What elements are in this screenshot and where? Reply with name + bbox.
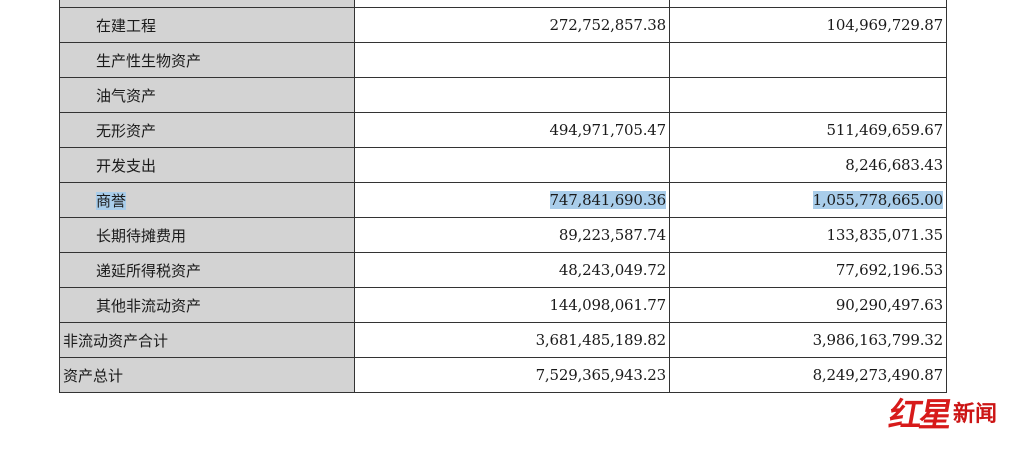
red-star-news-watermark: 红星 新闻 [886, 388, 998, 436]
table-row-other-non-current-assets: 其他非流动资产 144,098,061.77 90,290,497.63 [59, 287, 947, 323]
row-label: 非流动资产合计 [59, 322, 355, 358]
row-label: 长期待摊费用 [59, 217, 355, 253]
table-row-oil-gas-assets: 油气资产 [59, 77, 947, 113]
current-period-value [354, 0, 670, 8]
table-row-intangible-assets: 无形资产 494,971,705.47 511,469,659.67 [59, 112, 947, 148]
current-period-value: 144,098,061.77 [354, 287, 670, 323]
current-period-value: 89,223,587.74 [354, 217, 670, 253]
table-row-biological-assets: 生产性生物资产 [59, 42, 947, 78]
row-label: 商誉 [59, 182, 355, 218]
current-period-value: 7,529,365,943.23 [354, 357, 670, 393]
prior-period-value [669, 42, 947, 78]
text-selection-highlight: 1,055,778,665.00 [812, 191, 943, 209]
prior-period-value: 8,246,683.43 [669, 147, 947, 183]
table-row-construction-in-progress: 在建工程 272,752,857.38 104,969,729.87 [59, 7, 947, 43]
prior-period-value: 3,986,163,799.32 [669, 322, 947, 358]
table-row-long-term-prepaid-expenses: 长期待摊费用 89,223,587.74 133,835,071.35 [59, 217, 947, 253]
prior-period-value: 104,969,729.87 [669, 7, 947, 43]
table-row-goodwill: 商誉 747,841,690.36 1,055,778,665.00 [59, 182, 947, 218]
balance-sheet-table: 在建工程 272,752,857.38 104,969,729.87 生产性生物… [59, 0, 947, 393]
row-label: 资产总计 [59, 357, 355, 393]
row-label: 其他非流动资产 [59, 287, 355, 323]
current-period-value [354, 77, 670, 113]
row-label: 无形资产 [59, 112, 355, 148]
prior-period-value: 511,469,659.67 [669, 112, 947, 148]
row-label: 开发支出 [59, 147, 355, 183]
text-selection-highlight: 商誉 [96, 191, 127, 210]
prior-period-value [669, 0, 947, 8]
current-period-value: 747,841,690.36 [354, 182, 670, 218]
row-label: 油气资产 [59, 77, 355, 113]
table-row-development-expenditure: 开发支出 8,246,683.43 [59, 147, 947, 183]
table-row-deferred-tax-assets: 递延所得税资产 48,243,049.72 77,692,196.53 [59, 252, 947, 288]
current-period-value: 3,681,485,189.82 [354, 322, 670, 358]
prior-period-value: 8,249,273,490.87 [669, 357, 947, 393]
prior-period-value [669, 77, 947, 113]
row-label [59, 0, 355, 8]
current-period-value [354, 42, 670, 78]
row-label: 生产性生物资产 [59, 42, 355, 78]
watermark-logo: 红星 [886, 395, 953, 434]
current-period-value: 272,752,857.38 [354, 7, 670, 43]
current-period-value: 494,971,705.47 [354, 112, 670, 148]
prior-period-value: 90,290,497.63 [669, 287, 947, 323]
watermark-text: 新闻 [953, 401, 998, 427]
prior-period-value: 133,835,071.35 [669, 217, 947, 253]
table-row-total-assets: 资产总计 7,529,365,943.23 8,249,273,490.87 [59, 357, 947, 393]
current-period-value [354, 147, 670, 183]
table-row-partial-top [59, 0, 947, 8]
prior-period-value: 1,055,778,665.00 [669, 182, 947, 218]
prior-period-value: 77,692,196.53 [669, 252, 947, 288]
row-label: 在建工程 [59, 7, 355, 43]
row-label: 递延所得税资产 [59, 252, 355, 288]
text-selection-highlight: 747,841,690.36 [549, 191, 666, 209]
current-period-value: 48,243,049.72 [354, 252, 670, 288]
table-row-non-current-assets-total: 非流动资产合计 3,681,485,189.82 3,986,163,799.3… [59, 322, 947, 358]
